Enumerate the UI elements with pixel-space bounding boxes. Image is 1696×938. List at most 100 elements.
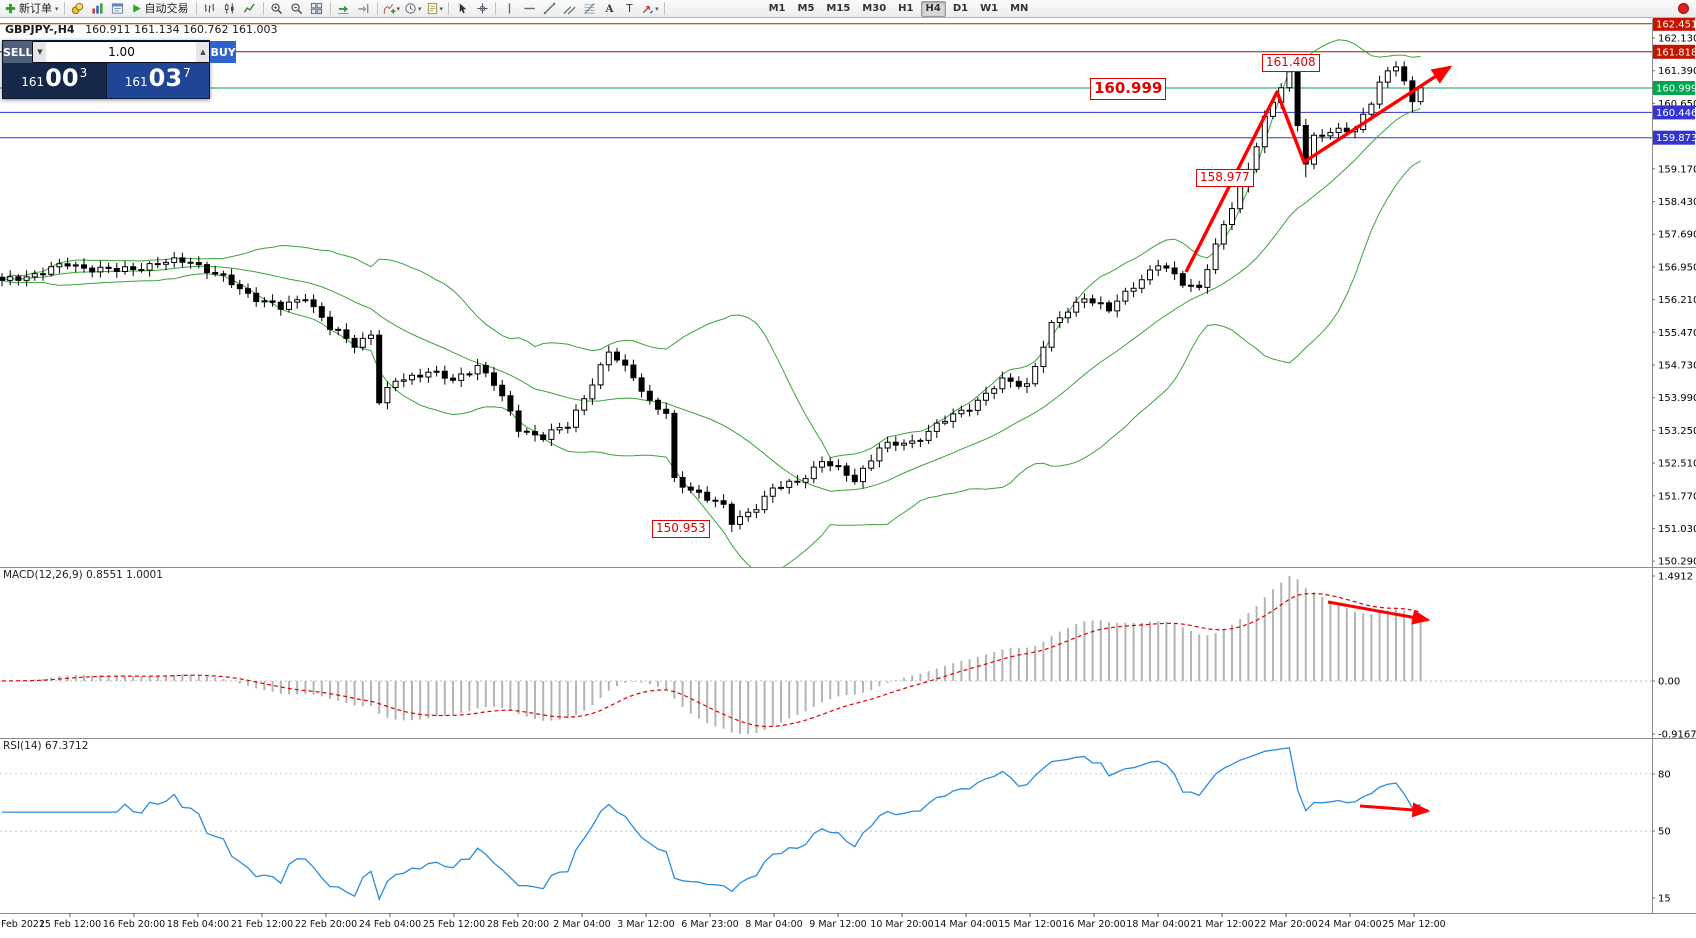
svg-text:25 Mar 12:00: 25 Mar 12:00 (1382, 919, 1445, 930)
tile-windows-button[interactable] (308, 1, 326, 17)
rsi-scale[interactable]: 80 50 15 (1652, 770, 1671, 905)
vertical-line-button[interactable] (500, 1, 518, 17)
toolbar-separator (448, 2, 450, 15)
annotation-150.953[interactable]: 150.953 (652, 520, 710, 538)
bollinger-bands (1, 39, 1421, 567)
svg-text:155.470: 155.470 (1658, 328, 1696, 339)
macd-histogram (9, 576, 1422, 734)
svg-text:50: 50 (1658, 827, 1671, 838)
timeframe-button-w1[interactable]: W1 (980, 3, 999, 14)
channel-icon (563, 2, 576, 15)
svg-text:156.950: 156.950 (1658, 262, 1696, 273)
svg-text:154.730: 154.730 (1658, 361, 1696, 372)
timeframe-button-mn[interactable]: MN (1010, 3, 1029, 14)
svg-text:160.650: 160.650 (1658, 99, 1696, 110)
label-button[interactable]: T (620, 1, 638, 17)
macd-scale[interactable]: 1.4912 0.00 -0.9167 (1652, 572, 1696, 741)
buy-button[interactable]: BUY (210, 41, 236, 63)
new-order-button-label: 新订单 (19, 1, 52, 15)
line-chart-button[interactable] (241, 1, 259, 17)
svg-text:159.170: 159.170 (1658, 164, 1696, 175)
toolbar-separator (663, 2, 665, 15)
toolbar-separator (63, 2, 65, 15)
new-order-button[interactable]: 新订单 ▾ (3, 1, 60, 17)
macd-arrow[interactable] (1327, 600, 1431, 625)
volume-control: ▼ ▲ (32, 41, 211, 63)
autotrading-button[interactable]: 自动交易 (129, 1, 192, 17)
navigator-button[interactable] (109, 1, 127, 17)
timeframe-button-m5[interactable]: M5 (797, 3, 815, 14)
periods-button[interactable]: ▾ (403, 1, 423, 17)
chart-shift-button[interactable] (355, 1, 373, 17)
autotrading-icon (130, 2, 143, 15)
timeframe-button-m1[interactable]: M1 (768, 3, 786, 14)
svg-text:1.4912: 1.4912 (1658, 572, 1693, 583)
toolbar: 新订单 ▾ 自动交易 ▾ ▾ ▾ A T ▾ M1 M5 M15 M30 H1 H4 D1 W1 MN (0, 0, 1696, 18)
templates-button[interactable]: ▾ (425, 1, 445, 17)
svg-text:21 Mar 12:00: 21 Mar 12:00 (1190, 919, 1253, 930)
svg-text:156.210: 156.210 (1658, 295, 1696, 306)
text-button[interactable]: A (600, 1, 618, 17)
horizontal-line-icon (523, 2, 536, 15)
annotation-160.999[interactable]: 160.999 (1090, 78, 1167, 100)
zoom-in-icon (270, 2, 283, 15)
svg-text:150.290: 150.290 (1658, 557, 1696, 568)
auto-scroll-button[interactable] (335, 1, 353, 17)
rsi-arrow[interactable] (1359, 802, 1431, 818)
cursor-button[interactable] (453, 1, 471, 17)
svg-text:-0.9167: -0.9167 (1658, 730, 1696, 741)
volume-increase-button[interactable]: ▲ (196, 42, 210, 62)
svg-text:153.990: 153.990 (1658, 393, 1696, 404)
macd-label: MACD(12,26,9) 0.8551 1.0001 (3, 569, 163, 581)
timeframe-button-d1[interactable]: D1 (952, 3, 969, 14)
svg-text:24 Feb 04:00: 24 Feb 04:00 (359, 919, 421, 930)
svg-text:24 Mar 04:00: 24 Mar 04:00 (1318, 919, 1381, 930)
svg-text:22 Mar 20:00: 22 Mar 20:00 (1254, 919, 1317, 930)
annotation-158.977[interactable]: 158.977 (1196, 169, 1254, 187)
vertical-line-icon (503, 2, 516, 15)
timeframe-button-h1[interactable]: H1 (898, 3, 914, 14)
sell-price[interactable]: 161 00 3 (3, 63, 106, 98)
new-order-icon (4, 2, 17, 15)
crosshair-button[interactable] (473, 1, 491, 17)
svg-text:15 Mar 12:00: 15 Mar 12:00 (998, 919, 1061, 930)
timeframe-button-m30[interactable]: M30 (862, 3, 887, 14)
chart-ohlc-header: GBPJPY-,H4 160.911 161.134 160.762 161.0… (5, 23, 278, 36)
panel-dividers[interactable] (0, 19, 1696, 914)
buy-price[interactable]: 161 03 7 (105, 63, 209, 98)
market-watch-button[interactable] (69, 1, 87, 17)
svg-text:2 Mar 04:00: 2 Mar 04:00 (553, 919, 610, 930)
zoom-in-button[interactable] (268, 1, 286, 17)
svg-text:16 Mar 20:00: 16 Mar 20:00 (1062, 919, 1125, 930)
ohlc-values: 160.911 161.134 160.762 161.003 (85, 23, 278, 36)
svg-text:18 Feb 04:00: 18 Feb 04:00 (167, 919, 229, 930)
symbol-timeframe-label: GBPJPY-,H4 (5, 23, 75, 36)
fibonacci-icon (583, 2, 596, 15)
volume-decrease-button[interactable]: ▼ (33, 42, 47, 62)
svg-text:6 Mar 23:00: 6 Mar 23:00 (681, 919, 738, 930)
timeframe-button-h4[interactable]: H4 (920, 0, 946, 17)
svg-text:10 Mar 20:00: 10 Mar 20:00 (870, 919, 933, 930)
annotation-161.408[interactable]: 161.408 (1262, 54, 1320, 72)
arrows-button[interactable]: ▾ (640, 1, 660, 17)
zoom-out-button[interactable] (288, 1, 306, 17)
fibonacci-button[interactable] (580, 1, 598, 17)
price-scale[interactable]: 162.130161.390160.650159.910159.170158.4… (1652, 16, 1696, 568)
svg-text:153.250: 153.250 (1658, 426, 1696, 437)
cursor-icon (456, 2, 469, 15)
indicators-button[interactable]: ▾ (382, 1, 402, 17)
data-window-button[interactable] (89, 1, 107, 17)
notification-icon[interactable] (1678, 3, 1689, 14)
sell-button[interactable]: SELL (3, 41, 33, 63)
volume-input[interactable] (46, 42, 197, 62)
channel-button[interactable] (560, 1, 578, 17)
bar-chart-button[interactable] (201, 1, 219, 17)
candlestick-chart-button[interactable] (221, 1, 239, 17)
indicators-icon (383, 2, 396, 15)
svg-text:0.00: 0.00 (1658, 677, 1680, 688)
timeframe-button-m15[interactable]: M15 (826, 3, 851, 14)
trendline-button[interactable] (540, 1, 558, 17)
horizontal-line-button[interactable] (520, 1, 538, 17)
